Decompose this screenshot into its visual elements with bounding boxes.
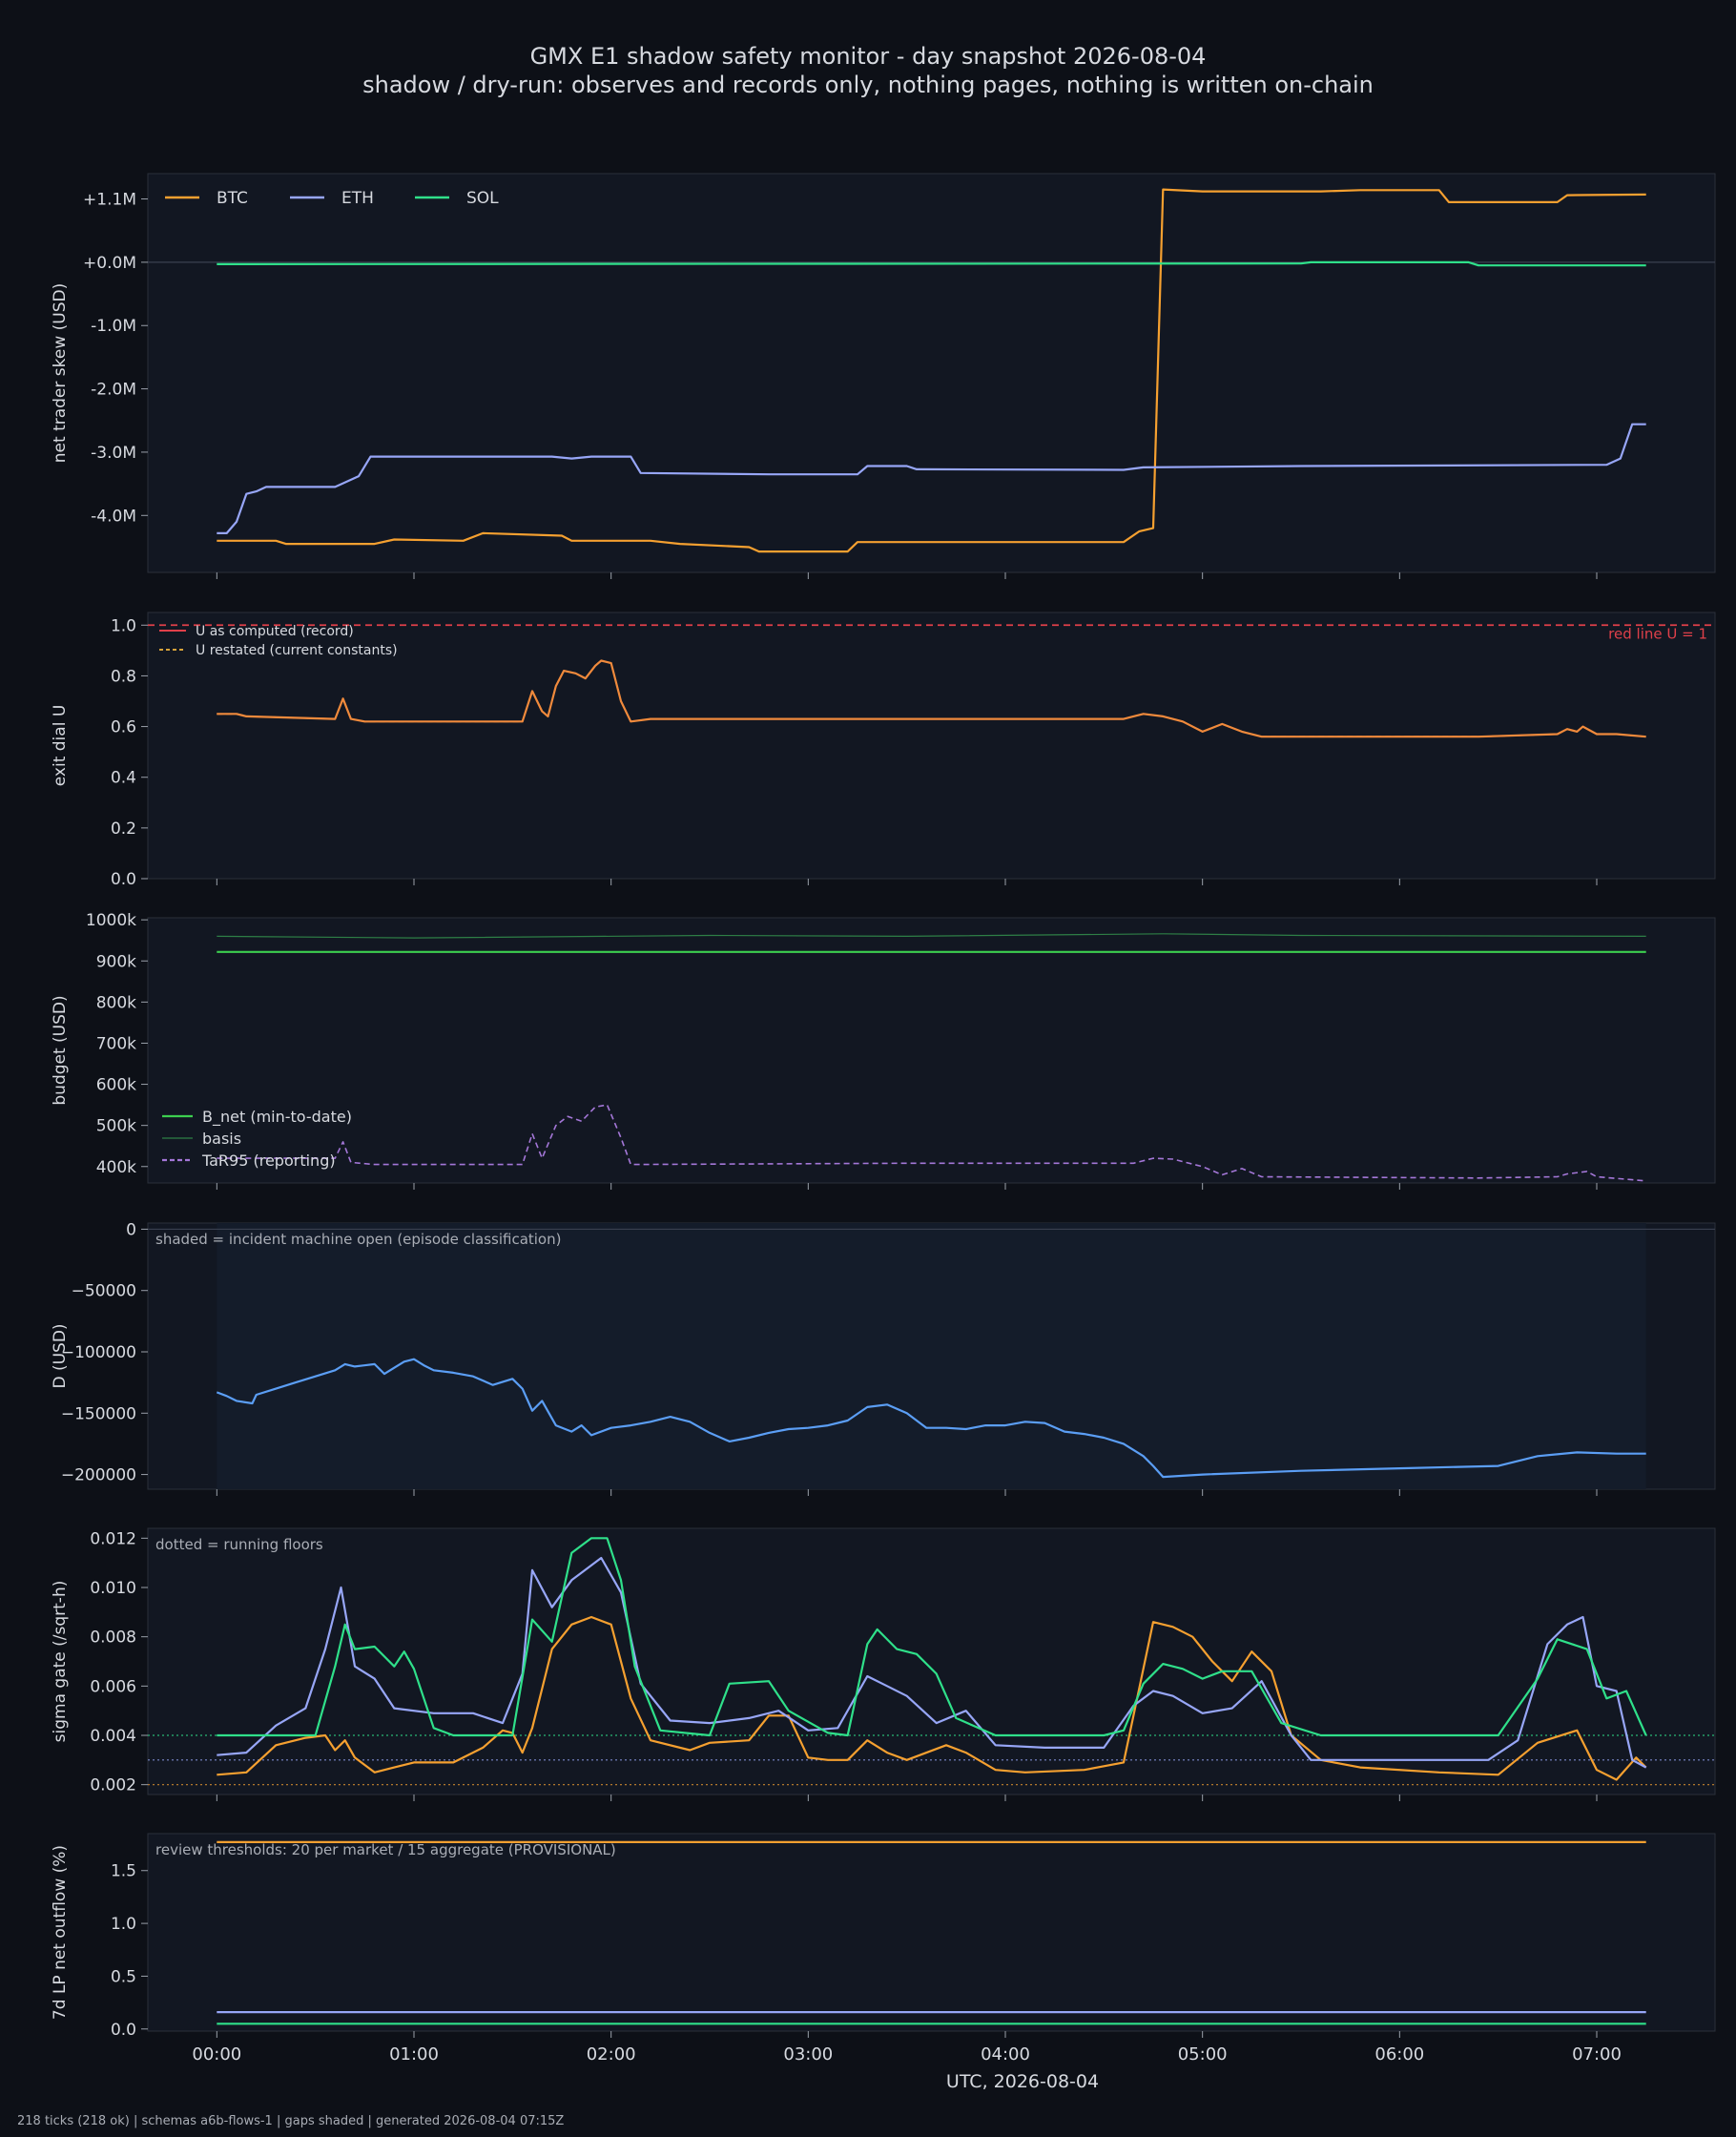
legend-label: SOL [466, 189, 499, 208]
y-tick-label: 1.0 [111, 1915, 136, 1934]
series-line-eth [217, 423, 1646, 534]
series-line-d [216, 1358, 1646, 1479]
panel-annotation: dotted = running floors [155, 1536, 323, 1553]
y-tick-label: 0.010 [90, 1579, 136, 1598]
series-line-basis [217, 933, 1646, 939]
y-tick-label: −200000 [61, 1466, 136, 1485]
y-tick-label: -3.0M [91, 444, 136, 463]
x-tick-label: 00:00 [192, 2044, 241, 2064]
y-axis-label: 7d LP net outflow (%) [51, 1845, 70, 2020]
y-tick-label: 0.6 [111, 718, 136, 737]
y-tick-label: -4.0M [91, 507, 136, 526]
panel-annotation: shaded = incident machine open (episode … [155, 1231, 561, 1248]
x-tick-label: 03:00 [783, 2044, 833, 2064]
y-tick-label: 0.4 [111, 769, 136, 788]
legend-label: ETH [341, 189, 374, 208]
y-tick-label: 0.0 [111, 2021, 136, 2040]
y-tick-label: −100000 [61, 1343, 136, 1362]
y-tick-label: 0 [126, 1220, 136, 1239]
y-tick-label: 1000k [86, 911, 136, 930]
y-tick-label: +0.0M [83, 254, 136, 273]
y-axis-label: exit dial U [51, 705, 70, 787]
y-tick-label: 0.006 [90, 1677, 136, 1696]
series-line-u-restated-current-constants- [217, 659, 1646, 737]
series-line-btc [217, 188, 1646, 553]
panel-skew: +1.1M +0.0M -1.0M -2.0M -3.0M -4.0M net trader… [51, 173, 1716, 579]
plot-area [147, 612, 1716, 880]
y-tick-label: 600k [96, 1076, 136, 1095]
series-line-btc [217, 1615, 1647, 1781]
y-tick-label: 900k [96, 952, 136, 971]
y-tick-label: +1.1M [83, 191, 136, 210]
plot-area [147, 1833, 1716, 2032]
y-tick-label: -2.0M [91, 381, 136, 400]
y-tick-label: 0.0 [111, 870, 136, 889]
series-line-tar95-reporting- [217, 1104, 1646, 1182]
panel-exit: 0.0 0.2 0.4 0.6 0.8 1.0 exit dial U red line U … [51, 612, 1716, 889]
y-tick-label: 1.5 [111, 1862, 136, 1881]
panel-drawdown: 0 −50000 −100000 −150000 −200000 D (USD) shade… [51, 1220, 1716, 1496]
y-tick-label: −50000 [72, 1282, 136, 1301]
x-tick-label: 07:00 [1572, 2044, 1622, 2064]
y-tick-label: 0.012 [90, 1529, 136, 1548]
panels-group: +1.1M +0.0M -1.0M -2.0M -3.0M -4.0M net trader… [51, 173, 1716, 2064]
y-tick-label: 0.008 [90, 1629, 136, 1648]
red-line-annotation: red line U = 1 [1608, 625, 1707, 642]
y-tick-label: 1.0 [111, 616, 136, 635]
y-tick-label: 0.004 [90, 1727, 136, 1746]
panel-sigma: 0.002 0.004 0.006 0.008 0.010 0.012 sigma gate… [51, 1527, 1716, 1801]
series-line-eth [217, 1556, 1647, 1769]
y-tick-label: 0.8 [111, 667, 136, 686]
chart-subtitle: shadow / dry-run: observes and records o… [362, 72, 1374, 98]
y-tick-label: 0.5 [111, 1967, 136, 1986]
plot-area [147, 1527, 1716, 1795]
x-tick-label: 04:00 [981, 2044, 1030, 2064]
legend-label: TaR95 (reporting) [201, 1151, 336, 1170]
y-axis-label: sigma gate (/sqrt-h) [51, 1581, 70, 1743]
x-tick-label: 05:00 [1178, 2044, 1228, 2064]
x-axis-label: UTC, 2026-08-04 [946, 2071, 1099, 2092]
plot-area [147, 917, 1716, 1184]
x-tick-label: 02:00 [587, 2044, 636, 2064]
y-tick-label: 400k [96, 1158, 136, 1177]
y-tick-label: -1.0M [91, 317, 136, 336]
panel-budget: 400k 500k 600k 700k 800k 900k 1000k budget (USD… [51, 911, 1716, 1190]
y-tick-label: 800k [96, 993, 136, 1012]
legend-label: U restated (current constants) [196, 643, 398, 658]
series-line-sol [217, 260, 1646, 267]
y-tick-label: 0.2 [111, 820, 136, 839]
x-tick-label: 01:00 [389, 2044, 439, 2064]
series-line-sol [217, 1537, 1647, 1737]
legend-label: basis [202, 1130, 241, 1148]
legend-label: B_net (min-to-date) [202, 1108, 352, 1127]
y-axis-label: D (USD) [51, 1323, 70, 1388]
y-axis-label: budget (USD) [51, 995, 70, 1105]
y-tick-label: 700k [96, 1034, 136, 1053]
y-axis-label: net trader skew (USD) [51, 283, 70, 463]
incident-shaded-span [217, 1223, 1646, 1489]
chart-title: GMX E1 shadow safety monitor - day snaps… [530, 43, 1207, 70]
x-tick-label: 06:00 [1374, 2044, 1424, 2064]
y-tick-label: 0.002 [90, 1776, 136, 1795]
y-tick-label: 500k [96, 1117, 136, 1136]
plot-area [147, 173, 1716, 573]
panel-lp: 0.0 0.5 1.0 1.5 7d LP net outflow (%) review … [51, 1833, 1716, 2064]
footer-status: 218 ticks (218 ok) | schemas a6b-flows-1… [17, 2114, 564, 2128]
y-tick-label: −150000 [61, 1404, 136, 1423]
panel-annotation: review thresholds: 20 per market / 15 ag… [155, 1841, 616, 1858]
legend-label: BTC [217, 189, 248, 208]
legend-label: U as computed (record) [196, 624, 354, 639]
